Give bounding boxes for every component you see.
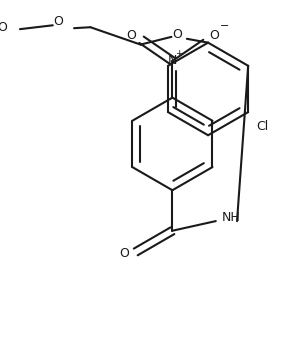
Text: NH: NH (222, 211, 241, 224)
Text: N: N (168, 54, 177, 68)
Text: O: O (119, 247, 129, 260)
Text: −: − (220, 21, 229, 31)
Text: O: O (172, 28, 182, 42)
Text: O: O (209, 29, 219, 42)
Text: O: O (0, 21, 8, 34)
Text: +: + (175, 49, 183, 58)
Text: O: O (54, 15, 64, 28)
Text: O: O (126, 29, 136, 42)
Text: Cl: Cl (256, 120, 268, 133)
